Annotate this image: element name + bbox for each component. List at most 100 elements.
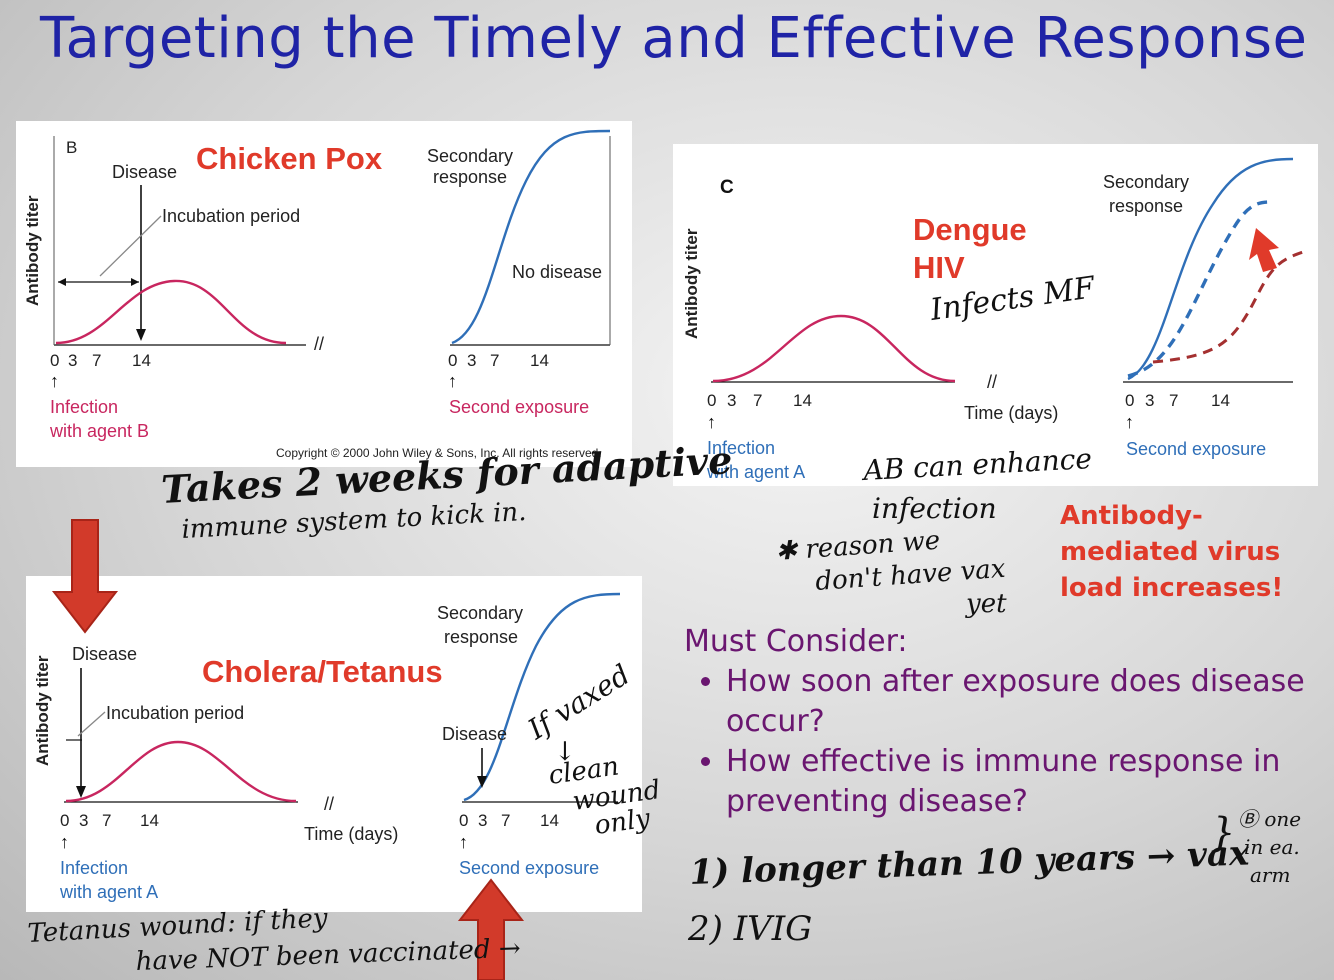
disease-marker-label: Disease (72, 644, 137, 664)
secondary-label: Secondary (1103, 172, 1189, 192)
copyright-notice: Copyright © 2000 John Wiley & Sons, Inc.… (276, 446, 602, 460)
tick-label: 0 (707, 391, 716, 410)
consider-list: How soon after exposure does disease occ… (684, 662, 1324, 822)
axis-break: // (324, 794, 334, 814)
tick-label: 3 (727, 391, 736, 410)
disease-label: Dengue (913, 212, 1027, 247)
cholera-tetanus-graph: Cholera/Tetanus Antibody titer Disease I… (33, 592, 621, 902)
infection-label: Infection (50, 397, 118, 417)
tick-label: 14 (530, 351, 549, 370)
virus-load-curve (1152, 250, 1304, 364)
handwritten-note: only (593, 803, 652, 840)
secondary-label: Secondary (427, 146, 513, 166)
tick-label: 0 (50, 351, 59, 370)
tick-label: 7 (102, 811, 111, 830)
tick-label: 14 (140, 811, 159, 830)
tick-label: 3 (467, 351, 476, 370)
dengue-hiv-graph: C Dengue HIV Antibody titer // Secondary… (682, 157, 1304, 482)
panel-letter: C (720, 177, 734, 198)
primary-response-curve (65, 740, 297, 803)
tick-label: 0 (60, 811, 69, 830)
svg-text:response: response (433, 167, 507, 187)
increase-arrow-icon (1249, 228, 1279, 272)
tick-label: 0 (1125, 391, 1134, 410)
tick-label: 0 (448, 351, 457, 370)
svg-text:with agent A: with agent A (59, 882, 158, 902)
no-disease-label: No disease (512, 262, 602, 282)
handwritten-note: in ea. (1244, 835, 1300, 859)
incubation-leader (77, 711, 106, 737)
svg-text:↓: ↓ (554, 737, 576, 767)
tick-label: 3 (79, 811, 88, 830)
tick-label: 14 (793, 391, 812, 410)
up-arrow-icon: ↑ (60, 832, 69, 852)
secondary-label: Secondary (437, 603, 523, 623)
disease-label: Chicken Pox (196, 141, 383, 176)
primary-response-curve (55, 279, 287, 345)
axis-break: // (314, 334, 324, 354)
tick-label: 3 (1145, 391, 1154, 410)
svg-text:response: response (444, 627, 518, 647)
panel-cholera-tetanus: Cholera/Tetanus Antibody titer Disease I… (26, 576, 642, 912)
panel-dengue-hiv: C Dengue HIV Antibody titer // Secondary… (673, 144, 1318, 486)
tick-label: 7 (1169, 391, 1178, 410)
second-exposure-label: Second exposure (449, 397, 589, 417)
incubation-label: Incubation period (106, 703, 244, 723)
tick-label: 3 (68, 351, 77, 370)
tick-label: 7 (92, 351, 101, 370)
handwritten-note: arm (1250, 863, 1290, 887)
up-arrow-icon: ↑ (707, 412, 716, 432)
disease-arrowhead (76, 786, 86, 798)
svg-text:HIV: HIV (913, 250, 965, 285)
incubation-leader (99, 215, 162, 277)
handwritten-note: 1) longer than 10 years → vax (689, 833, 1251, 893)
handwritten-note: AB can enhance (860, 442, 1093, 487)
axis-break: // (987, 372, 997, 392)
disease-arrowhead (477, 776, 487, 788)
y-axis-label: Antibody titer (682, 228, 701, 339)
second-exposure-label: Second exposure (1126, 439, 1266, 459)
tick-label: 14 (540, 811, 559, 830)
handwritten-note: yet (965, 589, 1007, 619)
disease-marker-label: Disease (112, 162, 177, 182)
handwritten-note: Ⓑ one (1238, 807, 1301, 831)
up-arrow-icon: ↑ (459, 832, 468, 852)
antibody-note: Antibody- mediated virus load increases! (1060, 501, 1284, 603)
panel-chicken-pox: B Chicken Pox Antibody titer Disease Inc… (16, 121, 632, 467)
tick-label: 14 (1211, 391, 1230, 410)
disease-arrowhead (136, 329, 146, 341)
second-exposure-label: Second exposure (459, 858, 599, 878)
infection-label: Infection (60, 858, 128, 878)
chicken-pox-graph: B Chicken Pox Antibody titer Disease Inc… (23, 129, 611, 460)
tick-label: 3 (478, 811, 487, 830)
handwritten-note: 2) IVIG (687, 909, 812, 949)
disease-marker-label-2: Disease (442, 724, 507, 744)
secondary-response-curve (451, 129, 611, 345)
svg-text:with agent A: with agent A (706, 462, 805, 482)
consider-item: How effective is immune response in prev… (726, 742, 1324, 822)
handwritten-note: If vaxed (521, 658, 635, 746)
tick-label: 7 (501, 811, 510, 830)
infection-label: Infection (707, 438, 775, 458)
slide-title: Targeting the Timely and Effective Respo… (40, 6, 1308, 71)
consider-item: How soon after exposure does disease occ… (726, 662, 1324, 742)
disease-label: Cholera/Tetanus (202, 654, 443, 689)
time-axis-label: Time (days) (964, 403, 1058, 423)
up-arrow-icon: ↑ (50, 371, 59, 391)
incubation-label: Incubation period (162, 206, 300, 226)
tick-label: 7 (490, 351, 499, 370)
consider-heading: Must Consider: (684, 624, 908, 659)
svg-text:with agent B: with agent B (49, 421, 149, 441)
tick-label: 7 (753, 391, 762, 410)
handwritten-note: infection (872, 492, 997, 525)
primary-response-curve (712, 314, 956, 383)
down-arrow-icon (51, 519, 119, 634)
secondary-response-curve (1127, 157, 1294, 381)
up-arrow-icon: ↑ (1125, 412, 1134, 432)
svg-text:}: } (1210, 810, 1235, 856)
panel-letter: B (66, 138, 77, 157)
svg-text:response: response (1109, 196, 1183, 216)
y-axis-label: Antibody titer (33, 655, 52, 766)
tick-label: 14 (132, 351, 151, 370)
